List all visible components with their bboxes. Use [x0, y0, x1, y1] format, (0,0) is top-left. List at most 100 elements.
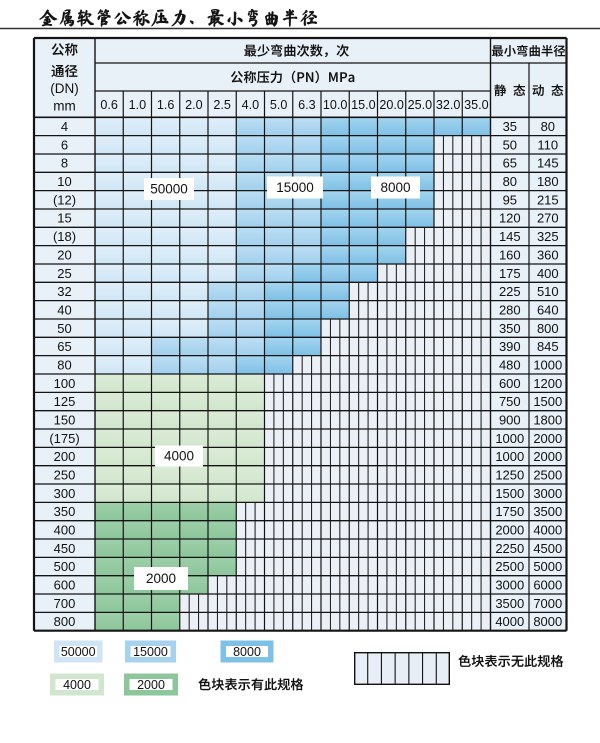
svg-text:1000: 1000	[533, 357, 562, 372]
svg-text:65: 65	[503, 156, 517, 171]
svg-text:25: 25	[57, 266, 71, 281]
svg-text:1800: 1800	[533, 412, 562, 427]
svg-text:125: 125	[54, 394, 76, 409]
svg-text:1.0: 1.0	[129, 98, 147, 112]
svg-text:390: 390	[499, 339, 521, 354]
svg-text:2000: 2000	[137, 678, 165, 692]
svg-text:8000: 8000	[533, 614, 562, 629]
svg-text:3000: 3000	[495, 578, 524, 593]
svg-text:25.0: 25.0	[408, 98, 433, 112]
svg-text:4.0: 4.0	[242, 98, 260, 112]
svg-text:400: 400	[537, 266, 559, 281]
svg-text:50000: 50000	[61, 645, 96, 659]
svg-text:(12): (12)	[53, 192, 76, 207]
svg-text:450: 450	[54, 541, 76, 556]
svg-text:65: 65	[57, 339, 71, 354]
svg-text:1750: 1750	[495, 504, 524, 519]
svg-text:20: 20	[57, 247, 71, 262]
svg-text:145: 145	[537, 156, 559, 171]
svg-text:150: 150	[54, 412, 76, 427]
svg-text:6.3: 6.3	[298, 98, 316, 112]
svg-text:1200: 1200	[533, 376, 562, 391]
svg-text:360: 360	[537, 247, 559, 262]
svg-text:2500: 2500	[495, 559, 524, 574]
svg-text:800: 800	[54, 614, 76, 629]
svg-text:95: 95	[503, 192, 517, 207]
svg-text:40: 40	[57, 302, 71, 317]
svg-text:(18): (18)	[53, 229, 76, 244]
svg-text:1500: 1500	[533, 394, 562, 409]
svg-text:32.0: 32.0	[436, 98, 461, 112]
svg-text:8: 8	[61, 156, 68, 171]
svg-text:15: 15	[57, 211, 71, 226]
svg-text:350: 350	[54, 504, 76, 519]
svg-text:50000: 50000	[150, 182, 188, 197]
svg-text:15.0: 15.0	[351, 98, 376, 112]
svg-text:80: 80	[541, 119, 555, 134]
svg-text:4000: 4000	[495, 614, 524, 629]
svg-text:2500: 2500	[533, 467, 562, 482]
svg-text:845: 845	[537, 339, 559, 354]
svg-text:3500: 3500	[533, 504, 562, 519]
svg-text:10: 10	[57, 174, 71, 189]
svg-text:1000: 1000	[495, 431, 524, 446]
svg-text:3000: 3000	[533, 486, 562, 501]
svg-text:(175): (175)	[49, 431, 79, 446]
svg-text:640: 640	[537, 302, 559, 317]
svg-text:10.0: 10.0	[323, 98, 348, 112]
svg-text:5000: 5000	[533, 559, 562, 574]
svg-text:2250: 2250	[495, 541, 524, 556]
svg-text:15000: 15000	[276, 180, 314, 195]
svg-text:15000: 15000	[133, 645, 168, 659]
svg-text:480: 480	[499, 357, 521, 372]
svg-text:2000: 2000	[146, 571, 176, 586]
svg-text:2000: 2000	[495, 523, 524, 538]
svg-text:2000: 2000	[533, 431, 562, 446]
svg-text:20.0: 20.0	[379, 98, 404, 112]
svg-text:8000: 8000	[380, 180, 410, 195]
svg-text:4000: 4000	[164, 449, 194, 464]
svg-text:1500: 1500	[495, 486, 524, 501]
svg-text:5.0: 5.0	[270, 98, 288, 112]
svg-text:50: 50	[503, 137, 517, 152]
svg-text:900: 900	[499, 412, 521, 427]
svg-text:120: 120	[499, 211, 521, 226]
svg-text:2000: 2000	[533, 449, 562, 464]
svg-text:160: 160	[499, 247, 521, 262]
svg-text:400: 400	[54, 523, 76, 538]
svg-text:1250: 1250	[495, 467, 524, 482]
svg-text:250: 250	[54, 467, 76, 482]
svg-text:800: 800	[537, 321, 559, 336]
svg-text:6: 6	[61, 137, 68, 152]
svg-text:(DN): (DN)	[50, 81, 79, 96]
svg-text:4500: 4500	[533, 541, 562, 556]
svg-text:35: 35	[503, 119, 517, 134]
svg-text:4: 4	[61, 119, 68, 134]
svg-text:1000: 1000	[495, 449, 524, 464]
svg-text:6000: 6000	[533, 578, 562, 593]
svg-text:8000: 8000	[233, 645, 261, 659]
svg-text:350: 350	[499, 321, 521, 336]
svg-text:225: 225	[499, 284, 521, 299]
svg-text:500: 500	[54, 559, 76, 574]
svg-text:4000: 4000	[63, 678, 91, 692]
svg-text:215: 215	[537, 192, 559, 207]
svg-text:100: 100	[54, 376, 76, 391]
svg-text:2.0: 2.0	[185, 98, 203, 112]
svg-text:110: 110	[537, 137, 558, 152]
svg-text:300: 300	[54, 486, 76, 501]
svg-text:80: 80	[57, 357, 71, 372]
svg-text:200: 200	[54, 449, 76, 464]
svg-text:2.5: 2.5	[213, 98, 231, 112]
svg-text:1.6: 1.6	[157, 98, 175, 112]
svg-text:180: 180	[537, 174, 559, 189]
svg-text:175: 175	[499, 266, 521, 281]
svg-text:700: 700	[54, 596, 76, 611]
svg-text:35.0: 35.0	[464, 98, 489, 112]
svg-text:325: 325	[537, 229, 559, 244]
svg-text:600: 600	[499, 376, 521, 391]
svg-text:4000: 4000	[533, 523, 562, 538]
svg-text:270: 270	[537, 211, 559, 226]
svg-text:50: 50	[57, 321, 71, 336]
svg-text:7000: 7000	[533, 596, 562, 611]
